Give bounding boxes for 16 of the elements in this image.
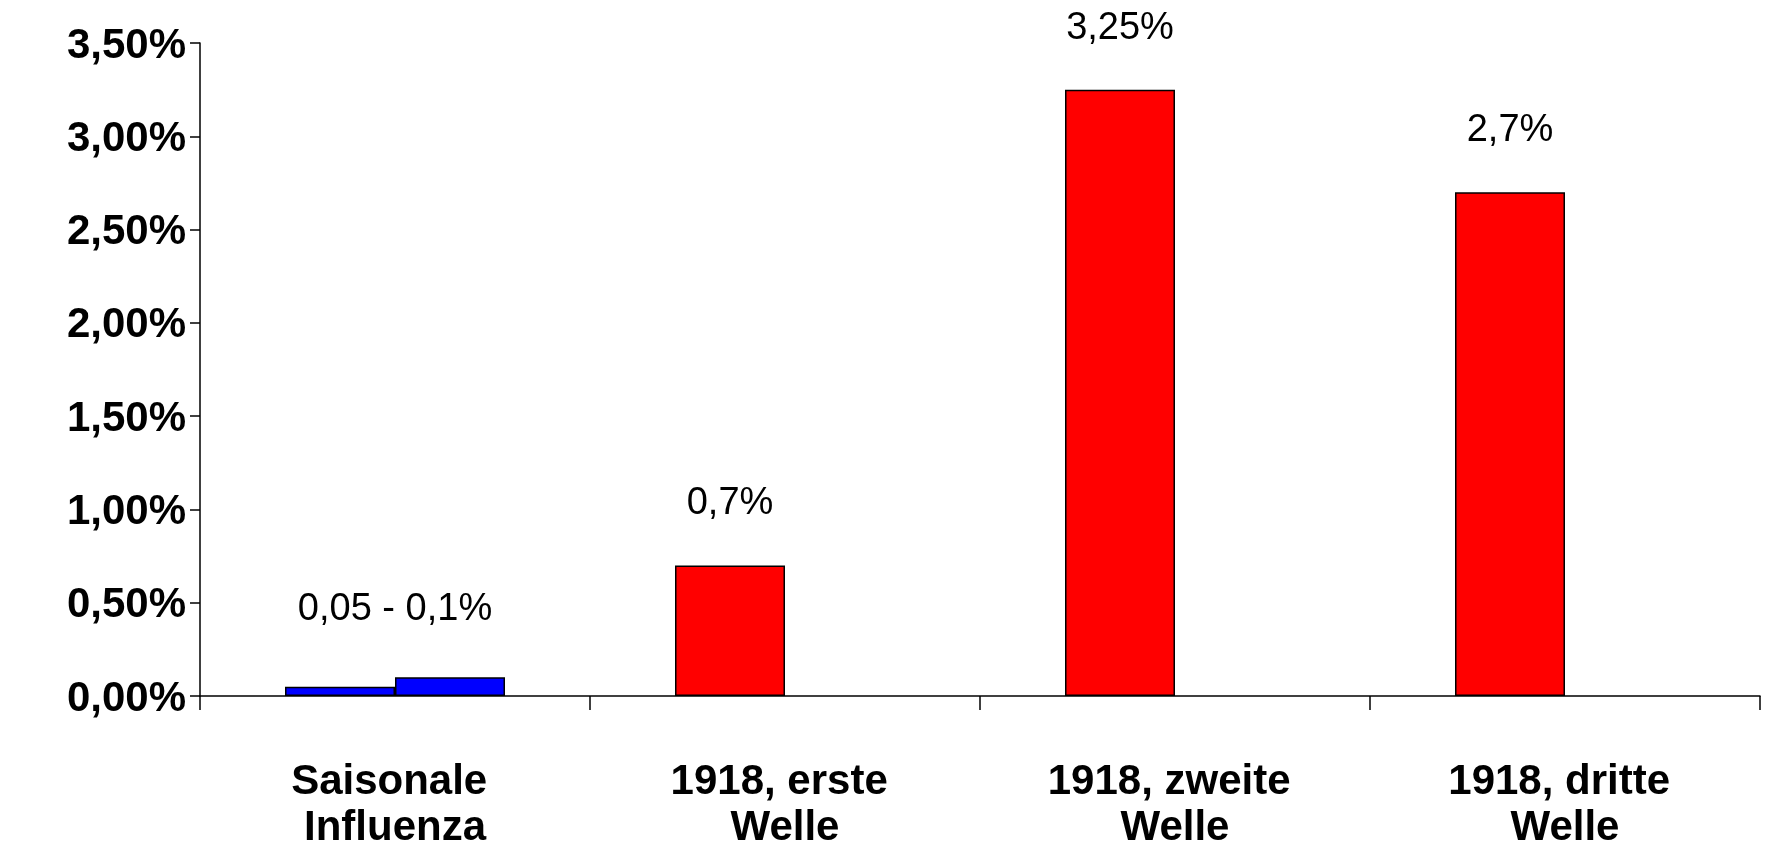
x-tick-label: Saisonale Influenza (291, 755, 499, 849)
y-tick-label: 0,50% (66, 579, 186, 627)
annotation: 0,05 - 0,1% (297, 586, 493, 628)
x-tick-label: 1918, dritte Welle (1448, 755, 1682, 849)
y-tick-label: 1,50% (66, 392, 186, 440)
y-tick-label: 3,50% (66, 19, 186, 67)
x-tick-label: 1918, erste Welle (670, 755, 900, 849)
y-tick-label: 0,00% (66, 672, 186, 720)
y-tick-label: 2,00% (66, 299, 186, 347)
data-label: 0,7% (686, 480, 774, 523)
y-tick-label: 3,00% (66, 112, 186, 160)
y-tick-label: 2,50% (66, 206, 186, 254)
y-tick-label: 1,00% (66, 485, 186, 533)
data-label: 3,25% (1066, 4, 1174, 47)
data-label: 2,7% (1466, 107, 1554, 150)
x-tick-label: 1918, zweite Welle (1047, 755, 1303, 849)
